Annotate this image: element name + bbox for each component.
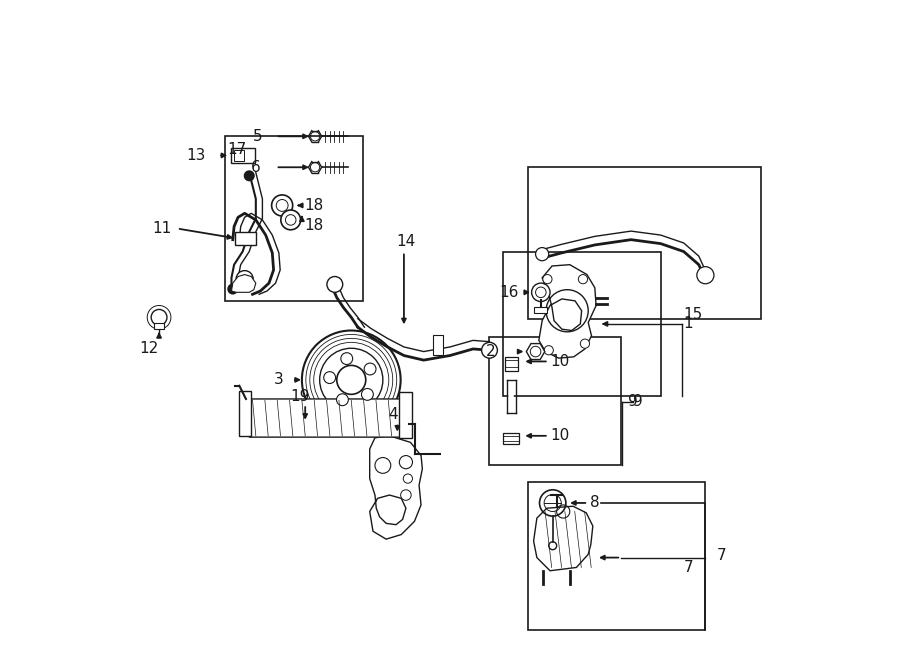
Circle shape xyxy=(236,270,253,288)
Bar xyxy=(490,337,621,465)
Circle shape xyxy=(362,389,374,401)
Text: 10: 10 xyxy=(551,354,570,369)
Text: 2: 2 xyxy=(486,344,496,359)
Circle shape xyxy=(532,283,550,301)
Polygon shape xyxy=(526,344,544,360)
Bar xyxy=(154,323,165,329)
Polygon shape xyxy=(539,264,596,358)
Text: 12: 12 xyxy=(140,342,158,356)
Bar xyxy=(235,232,256,245)
Text: 9: 9 xyxy=(627,394,637,409)
Bar xyxy=(527,167,761,319)
Bar xyxy=(527,482,706,630)
Text: 17: 17 xyxy=(228,142,247,157)
Circle shape xyxy=(229,284,238,293)
Bar xyxy=(234,150,244,161)
Text: 1: 1 xyxy=(684,317,693,331)
Polygon shape xyxy=(249,399,407,437)
Text: 4: 4 xyxy=(389,407,398,422)
Text: 18: 18 xyxy=(304,198,323,213)
Text: 5: 5 xyxy=(253,129,262,144)
Text: 6: 6 xyxy=(251,160,261,175)
Circle shape xyxy=(337,366,365,395)
Circle shape xyxy=(697,266,714,284)
Text: 9: 9 xyxy=(633,394,643,409)
Text: 8: 8 xyxy=(590,496,599,510)
Circle shape xyxy=(245,171,254,180)
Text: 19: 19 xyxy=(291,389,310,404)
Polygon shape xyxy=(370,436,422,539)
Circle shape xyxy=(482,342,498,358)
Circle shape xyxy=(281,210,301,230)
Circle shape xyxy=(324,371,336,383)
Circle shape xyxy=(579,274,588,284)
Bar xyxy=(535,307,547,313)
Bar xyxy=(225,136,363,301)
Circle shape xyxy=(327,276,343,292)
Circle shape xyxy=(337,394,348,406)
Circle shape xyxy=(580,339,590,348)
Circle shape xyxy=(341,353,353,365)
Text: 14: 14 xyxy=(396,234,415,249)
Text: 10: 10 xyxy=(551,428,570,444)
Text: 18: 18 xyxy=(304,217,323,233)
Polygon shape xyxy=(231,274,256,292)
Text: 15: 15 xyxy=(684,307,703,321)
Circle shape xyxy=(272,195,292,216)
Text: 11: 11 xyxy=(152,221,172,236)
Bar xyxy=(399,393,412,438)
Text: 7: 7 xyxy=(716,548,726,563)
Text: 3: 3 xyxy=(274,372,284,387)
Circle shape xyxy=(536,248,549,260)
Text: 13: 13 xyxy=(186,148,206,163)
Circle shape xyxy=(544,346,554,355)
Circle shape xyxy=(364,363,376,375)
Bar xyxy=(231,147,255,163)
Bar xyxy=(503,252,661,397)
Bar xyxy=(505,357,518,371)
Circle shape xyxy=(543,274,552,284)
Text: 16: 16 xyxy=(500,285,518,300)
Bar xyxy=(433,335,444,355)
Polygon shape xyxy=(534,506,593,570)
Bar xyxy=(239,391,251,436)
Bar xyxy=(503,432,519,444)
Text: 7: 7 xyxy=(684,560,693,575)
